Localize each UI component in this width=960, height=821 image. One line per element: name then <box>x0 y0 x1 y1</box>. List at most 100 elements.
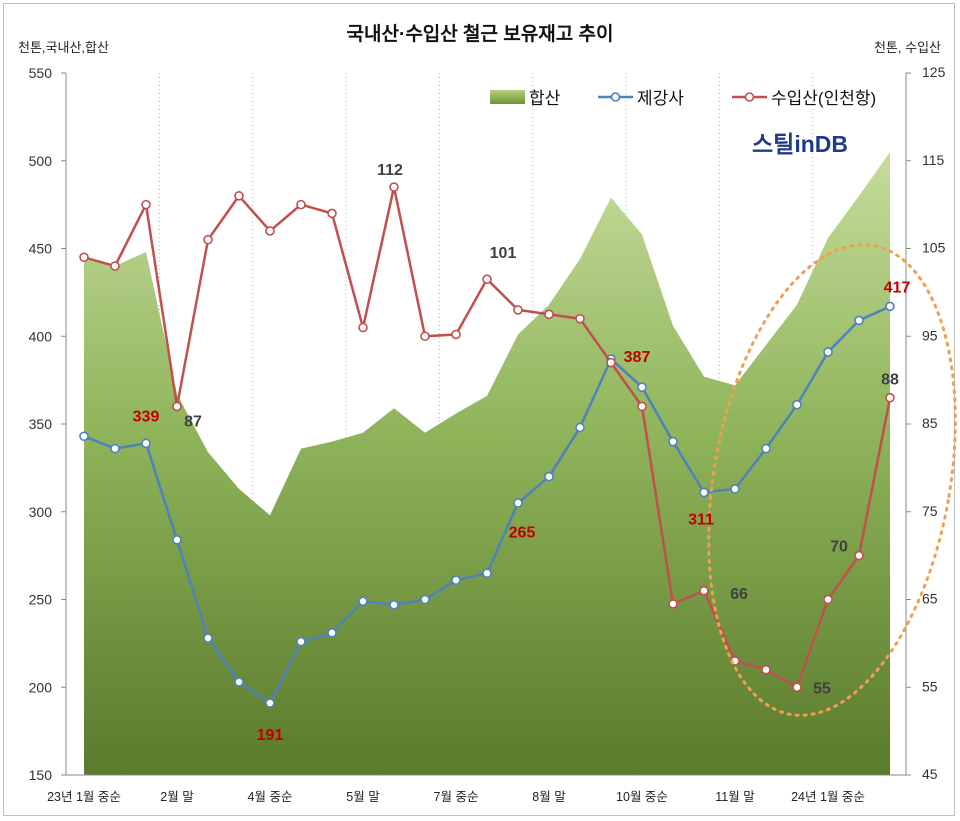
marker-steelmaker <box>265 698 275 708</box>
x-tick-label: 7월 중순 <box>434 790 479 804</box>
marker-imported <box>792 682 802 693</box>
data-label: 265 <box>509 525 536 542</box>
marker-imported <box>327 208 337 219</box>
left-axis-unit: 천톤,국내산,합산 <box>18 40 109 55</box>
area-total <box>84 152 890 775</box>
right-tick-label: 45 <box>922 766 938 782</box>
left-tick-label: 400 <box>29 328 53 344</box>
marker-steelmaker <box>885 301 895 312</box>
legend-label-steelmaker: 제강사 <box>637 89 684 108</box>
x-tick-label: 5월 말 <box>346 790 380 804</box>
marker-imported <box>606 357 616 368</box>
right-axis-unit: 천톤, 수입산 <box>874 40 941 55</box>
marker-steelmaker <box>544 471 554 482</box>
right-tick-label: 105 <box>922 240 946 256</box>
highlight-ellipse <box>707 243 957 717</box>
legend: 합산 제강사 수입산(인천항) <box>490 89 876 108</box>
chart-title: 국내산·수입산 철근 보유재고 추이 <box>347 23 614 45</box>
marker-steelmaker <box>451 575 461 585</box>
x-tick-label: 10월 중순 <box>616 790 668 804</box>
data-label: 191 <box>257 727 284 744</box>
steelindb-logo: 스틸inDB <box>752 131 848 157</box>
marker-steelmaker <box>358 596 368 607</box>
right-tick-label: 95 <box>922 327 938 343</box>
data-label: 87 <box>184 413 202 430</box>
right-tick-label: 85 <box>922 415 938 431</box>
legend-label-total: 합산 <box>529 89 561 108</box>
marker-steelmaker <box>668 436 678 447</box>
left-tick-label: 550 <box>29 65 53 81</box>
marker-imported <box>637 401 647 412</box>
marker-steelmaker <box>327 628 337 638</box>
left-tick-label: 150 <box>29 767 53 783</box>
marker-imported <box>451 329 461 340</box>
data-label: 70 <box>830 539 848 556</box>
marker-steelmaker <box>761 443 771 454</box>
marker-imported <box>699 585 709 596</box>
marker-steelmaker <box>792 399 802 410</box>
marker-imported <box>358 322 368 333</box>
data-label: 55 <box>813 680 831 697</box>
left-tick-label: 450 <box>29 241 53 257</box>
marker-steelmaker <box>296 636 306 647</box>
right-tick-label: 55 <box>922 678 938 694</box>
marker-steelmaker <box>699 487 709 498</box>
marker-steelmaker <box>575 422 585 433</box>
marker-imported <box>234 191 244 201</box>
marker-imported <box>110 261 120 271</box>
x-axis-labels: 23년 1월 중순 2월 말 4월 중순 5월 말 7월 중순 8월 말 10월 중순 11월… <box>47 790 865 804</box>
right-tick-label: 115 <box>922 152 945 168</box>
marker-imported <box>296 199 306 210</box>
marker-imported <box>544 309 554 320</box>
marker-steelmaker <box>389 599 399 610</box>
legend-label-imported: 수입산(인천항) <box>771 89 876 108</box>
marker-steelmaker <box>420 594 430 605</box>
left-tick-label: 300 <box>29 504 53 520</box>
marker-imported <box>885 392 895 403</box>
left-tick-label: 500 <box>29 153 53 169</box>
marker-steelmaker <box>110 443 120 454</box>
marker-imported <box>79 252 89 263</box>
marker-imported <box>389 182 399 192</box>
x-tick-label: 11월 말 <box>715 790 755 804</box>
data-label: 311 <box>688 511 714 528</box>
marker-steelmaker <box>79 431 89 442</box>
x-tick-label: 8월 말 <box>532 790 566 804</box>
right-tick-label: 65 <box>922 591 938 607</box>
x-tick-label: 2월 말 <box>160 790 194 804</box>
marker-steelmaker <box>513 498 523 508</box>
marker-steelmaker <box>823 347 833 357</box>
marker-imported <box>854 550 864 561</box>
marker-steelmaker <box>141 438 151 449</box>
series-lines <box>79 182 895 708</box>
left-tick-label: 350 <box>29 416 53 432</box>
marker-imported <box>420 331 430 342</box>
marker-imported <box>265 226 275 236</box>
data-label: 66 <box>730 586 748 603</box>
legend-marker-imported <box>744 92 755 102</box>
right-tick-label: 125 <box>922 64 946 80</box>
marker-imported <box>172 401 182 412</box>
logo-text: 스틸inDB <box>752 131 848 157</box>
marker-steelmaker <box>203 633 213 643</box>
marker-steelmaker <box>482 568 492 578</box>
marker-steelmaker <box>172 535 182 545</box>
marker-imported <box>761 664 771 675</box>
marker-imported <box>575 313 585 324</box>
left-tick-label: 250 <box>29 592 53 608</box>
data-label: 417 <box>884 279 911 296</box>
marker-imported <box>823 594 833 605</box>
x-tick-label: 24년 1월 중순 <box>791 790 865 804</box>
marker-imported <box>482 274 492 285</box>
x-tick-label: 4월 중순 <box>248 790 293 804</box>
legend-swatch-total <box>490 90 525 104</box>
right-tick-label: 75 <box>922 503 938 519</box>
marker-imported <box>141 199 151 210</box>
marker-steelmaker <box>730 484 740 494</box>
marker-imported <box>668 599 678 609</box>
tick-labels: 150 200 250 300 350 400 450 500 550 45 55 65 75 85 95 1… <box>29 64 946 783</box>
data-label: 112 <box>377 162 403 179</box>
marker-imported <box>203 234 213 245</box>
legend-marker-steelmaker <box>610 92 621 102</box>
